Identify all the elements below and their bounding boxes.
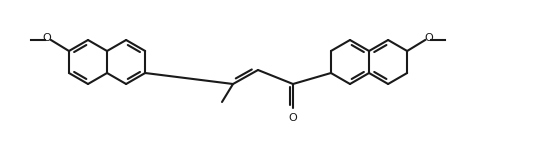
Text: O: O <box>425 33 433 43</box>
Text: O: O <box>289 113 297 123</box>
Text: O: O <box>42 33 51 43</box>
